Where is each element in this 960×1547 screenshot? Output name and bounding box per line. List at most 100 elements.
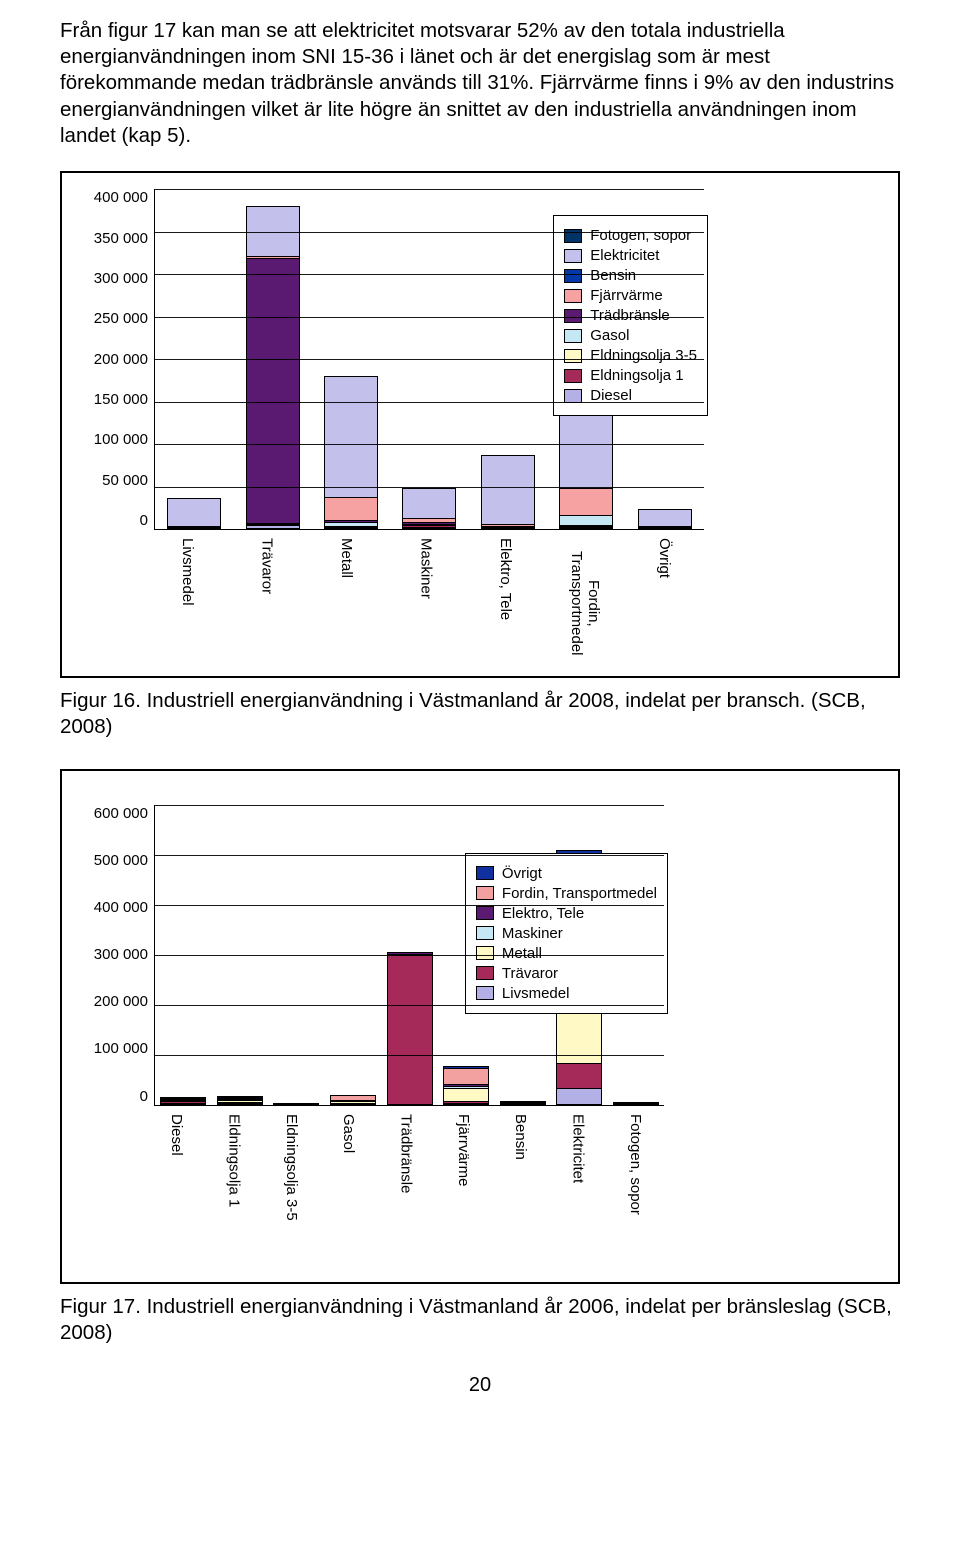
y-tick: 200 000	[76, 993, 148, 1010]
chart1-frame: 400 000350 000300 000250 000200 000150 0…	[60, 171, 900, 678]
bar-segment	[167, 527, 221, 529]
bar-segment	[402, 488, 456, 519]
gridline	[155, 317, 704, 318]
x-label: Övrigt	[625, 530, 704, 668]
stacked-bar	[387, 953, 433, 1105]
chart2-plot: ÖvrigtFordin, TransportmedelElektro, Tel…	[154, 805, 664, 1106]
bar-segment	[324, 497, 378, 521]
bar-segment	[559, 488, 613, 517]
bar-segment	[556, 1063, 602, 1089]
legend-label: Livsmedel	[502, 985, 570, 1002]
stacked-bar	[500, 1102, 546, 1105]
legend-swatch	[476, 986, 494, 1000]
x-label: Elektro, Tele	[466, 530, 545, 668]
bar-segment	[217, 1103, 263, 1105]
legend-label: Trädbränsle	[590, 307, 669, 324]
legend-item: Bensin	[564, 267, 697, 284]
legend-swatch	[564, 389, 582, 403]
bar-segment	[556, 1088, 602, 1105]
stacked-bar	[638, 510, 692, 529]
x-label: Fordin, Transportmedel	[545, 530, 624, 668]
legend-swatch	[476, 866, 494, 880]
x-label: Gasol	[320, 1106, 377, 1274]
y-tick: 400 000	[76, 189, 148, 206]
legend-item: Elektro, Tele	[476, 905, 657, 922]
legend-label: Metall	[502, 945, 542, 962]
y-tick: 250 000	[76, 310, 148, 327]
stacked-bar	[443, 1067, 489, 1105]
y-tick: 500 000	[76, 852, 148, 869]
gridline	[155, 1055, 664, 1056]
legend-swatch	[564, 369, 582, 383]
legend-label: Övrigt	[502, 865, 542, 882]
y-tick: 300 000	[76, 270, 148, 287]
chart2-frame: 600 000500 000400 000300 000200 000100 0…	[60, 769, 900, 1284]
chart1-y-axis: 400 000350 000300 000250 000200 000150 0…	[76, 189, 154, 529]
y-tick: 100 000	[76, 1040, 148, 1057]
stacked-bar	[481, 456, 535, 529]
bar-segment	[613, 1103, 659, 1105]
legend-swatch	[564, 289, 582, 303]
legend-item: Eldningsolja 1	[564, 367, 697, 384]
stacked-bar	[330, 1096, 376, 1105]
x-label: Fjärrvärme	[435, 1106, 492, 1274]
bar-segment	[246, 258, 300, 524]
legend-label: Maskiner	[502, 925, 563, 942]
gridline	[155, 805, 664, 806]
x-label: Diesel	[148, 1106, 205, 1274]
legend-label: Fjärrvärme	[590, 287, 663, 304]
legend-swatch	[476, 926, 494, 940]
legend-swatch	[476, 946, 494, 960]
gridline	[155, 189, 704, 190]
gridline	[155, 274, 704, 275]
legend-item: Eldningsolja 3-5	[564, 347, 697, 364]
intro-paragraph: Från figur 17 kan man se att elektricite…	[60, 18, 900, 149]
bar-segment	[481, 527, 535, 529]
bar-segment	[638, 509, 692, 527]
legend-item: Fotogen, sopor	[564, 227, 697, 244]
legend-item: Metall	[476, 945, 657, 962]
y-tick: 0	[76, 1088, 148, 1105]
stacked-bar	[160, 1098, 206, 1105]
x-label: Elektricitet	[549, 1106, 606, 1274]
bar-segment	[500, 1103, 546, 1105]
gridline	[155, 855, 664, 856]
legend-swatch	[564, 269, 582, 283]
chart2-x-labels: DieselEldningsolja 1Eldningsolja 3-5Gaso…	[148, 1106, 664, 1274]
bar-segment	[638, 527, 692, 529]
x-label: Metall	[307, 530, 386, 668]
chart1-x-labels: LivsmedelTrävarorMetallMaskinerElektro, …	[148, 530, 704, 668]
legend-swatch	[476, 966, 494, 980]
x-label: Maskiner	[386, 530, 465, 668]
bar-segment	[167, 498, 221, 527]
bar-segment	[443, 1088, 489, 1102]
x-label: Livsmedel	[148, 530, 227, 668]
legend-swatch	[476, 906, 494, 920]
gridline	[155, 402, 704, 403]
y-tick: 600 000	[76, 805, 148, 822]
stacked-bar	[402, 489, 456, 529]
stacked-bar	[217, 1097, 263, 1105]
chart2-caption: Figur 17. Industriell energianvändning i…	[60, 1294, 900, 1346]
bar-segment	[324, 527, 378, 529]
stacked-bar	[324, 377, 378, 529]
chart2-y-axis: 600 000500 000400 000300 000200 000100 0…	[76, 805, 154, 1105]
bar-segment	[443, 1103, 489, 1105]
bar-segment	[160, 1103, 206, 1105]
legend-swatch	[476, 886, 494, 900]
legend-item: Trävaror	[476, 965, 657, 982]
stacked-bar	[273, 1104, 319, 1105]
legend-label: Elektricitet	[590, 247, 659, 264]
y-tick: 200 000	[76, 351, 148, 368]
legend-item: Elektricitet	[564, 247, 697, 264]
bar-segment	[246, 525, 300, 529]
legend-item: Övrigt	[476, 865, 657, 882]
legend-item: Livsmedel	[476, 985, 657, 1002]
legend-label: Bensin	[590, 267, 636, 284]
legend-label: Trävaror	[502, 965, 558, 982]
gridline	[155, 905, 664, 906]
bar-segment	[559, 527, 613, 530]
legend-label: Gasol	[590, 327, 629, 344]
x-label: Trädbränsle	[377, 1106, 434, 1274]
legend-label: Elektro, Tele	[502, 905, 584, 922]
